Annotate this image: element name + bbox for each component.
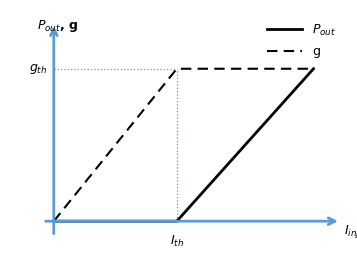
Text: $I_{inj}$: $I_{inj}$ bbox=[343, 223, 357, 240]
Text: $P_{out}$, g: $P_{out}$, g bbox=[37, 17, 79, 34]
Text: $g_{th}$: $g_{th}$ bbox=[29, 62, 47, 76]
Text: $I_{th}$: $I_{th}$ bbox=[170, 234, 184, 249]
Legend: $P_{out}$, g: $P_{out}$, g bbox=[263, 19, 340, 62]
